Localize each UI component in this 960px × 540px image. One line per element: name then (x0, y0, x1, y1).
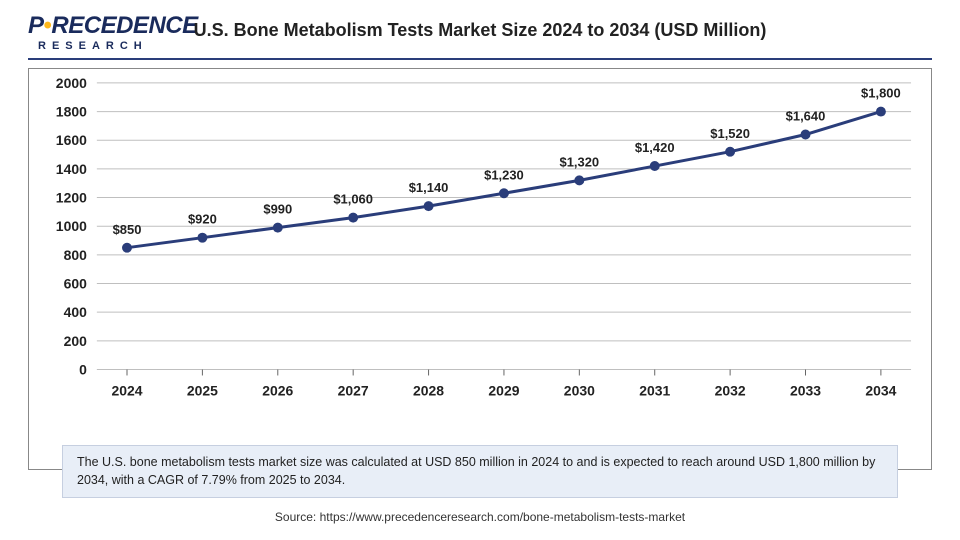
svg-text:400: 400 (64, 304, 88, 320)
svg-text:2034: 2034 (865, 382, 896, 398)
svg-text:$1,420: $1,420 (635, 140, 675, 155)
source-text: Source: https://www.precedenceresearch.c… (0, 510, 960, 524)
svg-text:1000: 1000 (56, 218, 87, 234)
svg-text:$1,320: $1,320 (560, 154, 600, 169)
chart-caption: The U.S. bone metabolism tests market si… (62, 445, 898, 498)
svg-text:2026: 2026 (262, 382, 293, 398)
logo-sub: RESEARCH (38, 40, 148, 52)
svg-text:2031: 2031 (639, 382, 670, 398)
line-chart-svg: 0 200 400 600 800 1000 1200 1400 1600 1800 2000 202… (29, 69, 931, 469)
svg-text:2027: 2027 (338, 382, 369, 398)
svg-text:2028: 2028 (413, 382, 444, 398)
svg-text:$850: $850 (113, 222, 142, 237)
svg-text:$1,230: $1,230 (484, 167, 524, 182)
svg-text:2025: 2025 (187, 382, 218, 398)
chart-title: U.S. Bone Metabolism Tests Market Size 2… (0, 20, 960, 41)
svg-text:2033: 2033 (790, 382, 821, 398)
svg-text:$1,520: $1,520 (710, 126, 750, 141)
svg-text:$1,060: $1,060 (333, 192, 373, 207)
svg-text:2024: 2024 (111, 382, 142, 398)
svg-text:1200: 1200 (56, 190, 87, 206)
svg-text:2000: 2000 (56, 75, 87, 91)
svg-text:1600: 1600 (56, 132, 87, 148)
title-rule (28, 58, 932, 60)
svg-text:$1,140: $1,140 (409, 180, 449, 195)
svg-text:$1,800: $1,800 (861, 86, 901, 101)
svg-text:1400: 1400 (56, 161, 87, 177)
svg-text:$990: $990 (263, 202, 292, 217)
svg-text:800: 800 (64, 247, 88, 263)
svg-text:0: 0 (79, 361, 87, 377)
chart-area: 0 200 400 600 800 1000 1200 1400 1600 1800 2000 202… (28, 68, 932, 470)
svg-text:2030: 2030 (564, 382, 595, 398)
svg-text:600: 600 (64, 276, 88, 292)
svg-text:2032: 2032 (715, 382, 746, 398)
svg-text:2029: 2029 (488, 382, 519, 398)
svg-text:200: 200 (64, 333, 88, 349)
svg-text:$1,640: $1,640 (786, 109, 826, 124)
svg-text:$920: $920 (188, 212, 217, 227)
svg-text:1800: 1800 (56, 104, 87, 120)
